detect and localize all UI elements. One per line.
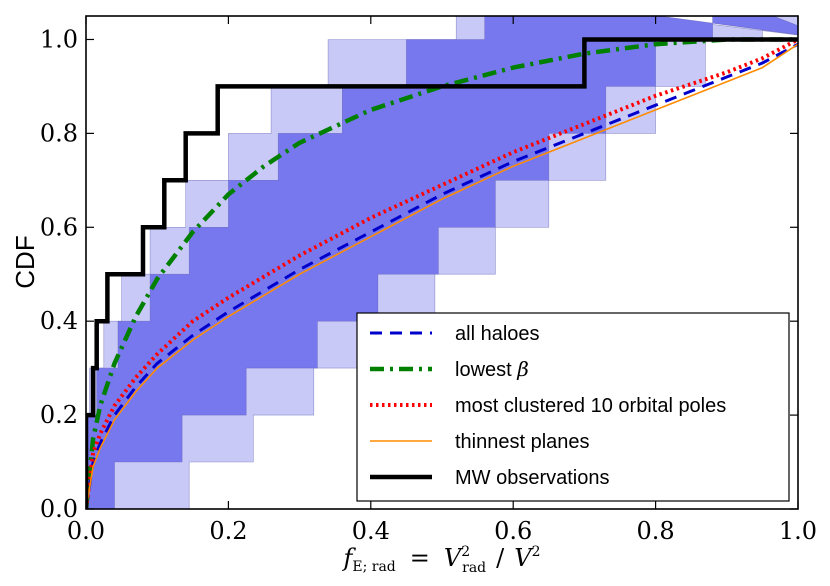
x-tick-label: 0.2 — [209, 517, 247, 545]
legend-box — [356, 312, 790, 502]
y-tick-label: 1.0 — [40, 25, 78, 53]
legend: all haloes lowest β most clustered 10 orbi… — [356, 312, 790, 502]
series-line-1 — [86, 37, 798, 509]
series-line-4 — [86, 37, 798, 509]
series-line-3 — [86, 43, 798, 509]
legend-label-4: MW observations — [455, 467, 610, 489]
plot-frame — [85, 15, 799, 510]
y-tick-label: 0.8 — [40, 119, 78, 147]
legend-label-2: most clustered 10 orbital poles — [455, 395, 726, 417]
series-line-0 — [86, 42, 798, 509]
y-tick-label: 0.0 — [40, 495, 78, 523]
y-tick-label: 0.2 — [40, 401, 78, 429]
series-line-2 — [86, 37, 798, 509]
x-tick-label: 1.0 — [779, 517, 817, 545]
y-tick-label: 0.6 — [40, 213, 78, 241]
legend-label-3: thinnest planes — [455, 431, 590, 453]
x-tick-label: 0.0 — [67, 517, 105, 545]
axis-ticks: 0.0 0.2 0.4 0.6 0.8 1.0 0.0 0.2 0.4 0.6 0.8 1.0 — [40, 16, 817, 545]
y-tick-label: 0.4 — [40, 307, 78, 335]
series-lines — [86, 37, 798, 509]
x-tick-label: 0.6 — [494, 517, 532, 545]
legend-label-1: lowest β — [455, 357, 529, 381]
y-axis-label: CDF — [10, 235, 40, 288]
x-tick-label: 0.8 — [637, 517, 675, 545]
x-tick-label: 0.4 — [352, 517, 390, 545]
legend-label-0: all haloes — [455, 323, 540, 345]
x-axis-label: fE; rad = V2 rad / V2 — [341, 544, 540, 576]
